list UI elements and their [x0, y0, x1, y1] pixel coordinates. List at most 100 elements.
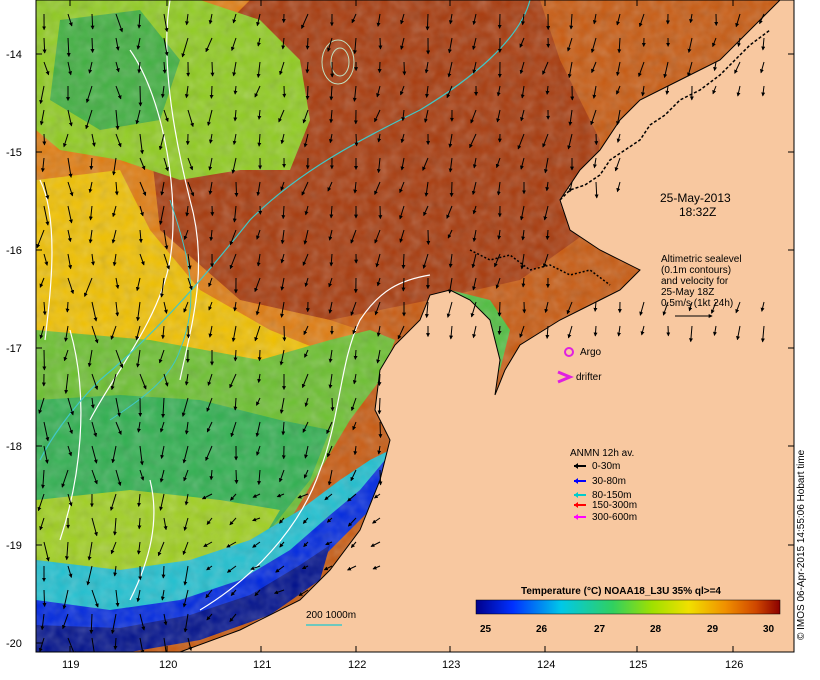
velocity-arrow: [110, 325, 117, 340]
anmn-item-label: 80-150m: [592, 490, 631, 501]
velocity-arrow: [184, 493, 189, 506]
velocity-arrow: [735, 13, 741, 28]
velocity-arrow: [91, 301, 98, 322]
velocity-arrow: [377, 61, 382, 74]
velocity-arrow: [545, 229, 550, 240]
velocity-arrow: [592, 157, 597, 169]
velocity-arrow: [352, 85, 357, 102]
velocity-arrow: [640, 325, 645, 336]
velocity-arrow: [424, 61, 429, 74]
velocity-arrow: [254, 85, 261, 98]
velocity-arrow: [374, 109, 381, 123]
anmn-legend: ANMN 12h av. 0-30m 30-80m 80-150m 150-30…: [570, 448, 637, 523]
velocity-arrow: [257, 133, 262, 147]
velocity-arrow: [39, 109, 45, 126]
velocity-arrow: [256, 61, 261, 78]
velocity-arrow: [472, 205, 477, 215]
velocity-arrow: [303, 541, 309, 548]
velocity-arrow: [377, 445, 382, 455]
velocity-arrow: [163, 301, 168, 314]
velocity-arrow: [205, 589, 213, 599]
velocity-arrow: [378, 37, 383, 50]
velocity-arrow: [135, 109, 141, 125]
velocity-arrow: [374, 181, 381, 196]
velocity-arrow: [279, 397, 285, 414]
velocity-arrow: [136, 37, 141, 50]
velocity-arrow: [208, 301, 213, 311]
velocity-arrow: [401, 109, 406, 122]
velocity-arrow: [183, 517, 189, 531]
velocity-arrow: [181, 37, 189, 58]
velocity-arrow: [424, 301, 429, 319]
x-tick-label: 122: [348, 659, 366, 671]
velocity-arrow: [115, 397, 121, 417]
velocity-arrow: [42, 37, 47, 54]
y-tick-label: -16: [6, 245, 22, 257]
velocity-arrow: [346, 565, 357, 571]
velocity-arrow: [399, 181, 405, 194]
eddy-rings: [321, 39, 355, 85]
velocity-arrow: [354, 133, 359, 147]
velocity-arrow: [254, 277, 261, 293]
velocity-arrow: [65, 301, 70, 313]
velocity-arrow: [67, 61, 73, 76]
velocity-arrow: [252, 517, 261, 522]
velocity-arrow: [136, 589, 141, 603]
velocity-arrow: [91, 517, 98, 537]
velocity-arrow: [446, 205, 453, 219]
velocity-arrow: [497, 301, 502, 317]
anmn-item-label: 30-80m: [592, 476, 626, 487]
velocity-arrow: [378, 469, 383, 486]
velocity-arrow: [302, 109, 309, 124]
velocity-arrow: [230, 493, 237, 501]
velocity-arrow: [517, 133, 525, 150]
velocity-arrow: [63, 349, 69, 362]
velocity-arrow: [519, 37, 525, 48]
velocity-arrow: [135, 325, 141, 341]
velocity-arrow: [617, 325, 622, 337]
velocity-arrow: [226, 541, 237, 548]
velocity-arrow: [62, 589, 69, 610]
velocity-arrow: [304, 277, 309, 288]
velocity-arrow: [401, 277, 406, 292]
velocity-arrow: [256, 181, 261, 197]
velocity-arrow: [494, 253, 501, 268]
velocity-arrow: [402, 61, 407, 76]
velocity-arrow: [207, 109, 213, 126]
velocity-arrow: [42, 589, 47, 608]
velocity-arrow: [370, 541, 381, 547]
velocity-arrow: [760, 301, 765, 312]
velocity-arrow: [226, 565, 237, 573]
velocity-arrow: [254, 325, 261, 342]
velocity-arrow: [350, 541, 357, 549]
velocity-arrow: [470, 109, 477, 124]
velocity-arrow: [519, 61, 525, 75]
velocity-arrow: [279, 349, 285, 366]
velocity-arrow: [257, 349, 262, 362]
velocity-arrow: [206, 565, 213, 571]
velocity-arrow: [639, 301, 645, 316]
velocity-arrow: [687, 37, 693, 53]
velocity-arrow: [374, 301, 381, 316]
drifter-label: drifter: [576, 372, 602, 383]
velocity-arrow: [327, 37, 333, 52]
x-tick-label: 121: [253, 659, 271, 671]
velocity-arrow: [377, 373, 382, 387]
velocity-arrow: [43, 541, 50, 562]
velocity-arrow: [305, 37, 310, 50]
velocity-arrow: [110, 541, 117, 555]
velocity-arrow: [183, 301, 189, 313]
velocity-arrow: [229, 613, 237, 623]
velocity-arrow: [568, 109, 573, 126]
velocity-arrow: [115, 109, 120, 131]
velocity-arrow: [206, 421, 213, 433]
y-tick-label: -19: [6, 540, 22, 552]
velocity-arrow: [542, 61, 549, 75]
velocity-arrow: [761, 37, 766, 51]
velocity-arrow: [304, 205, 309, 216]
velocity-arrow: [376, 13, 381, 27]
velocity-arrow: [447, 61, 453, 78]
velocity-arrow: [399, 229, 405, 243]
velocity-arrow: [182, 541, 189, 556]
velocity-arrow: [447, 229, 453, 239]
